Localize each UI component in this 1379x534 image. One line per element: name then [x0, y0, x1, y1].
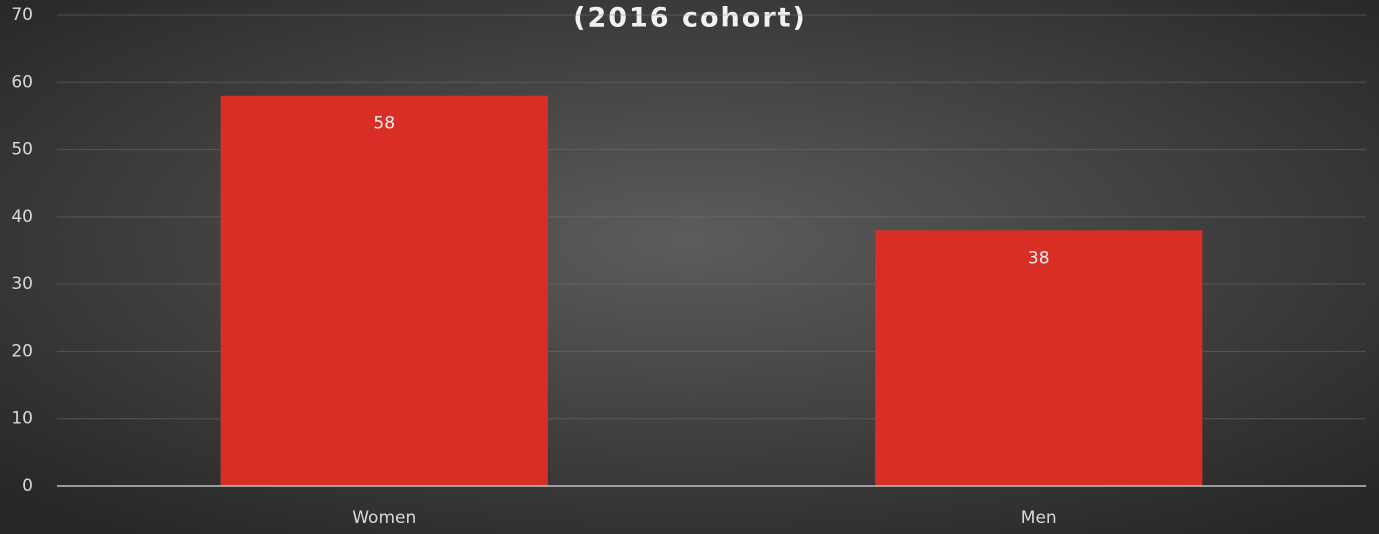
bar	[220, 95, 548, 486]
x-tick-label: Women	[352, 508, 416, 528]
x-tick-label: Men	[1021, 508, 1057, 528]
bar	[875, 230, 1203, 486]
y-tick-label: 0	[22, 476, 33, 496]
y-tick-label: 20	[11, 341, 33, 361]
y-tick-label: 10	[11, 409, 33, 429]
data-label: 58	[373, 114, 395, 134]
y-tick-label: 70	[11, 5, 33, 25]
y-tick-label: 30	[11, 274, 33, 294]
y-tick-label: 60	[11, 72, 33, 92]
data-label: 38	[1028, 248, 1050, 268]
chart-title: (2016 cohort)	[573, 3, 807, 34]
y-tick-label: 50	[11, 140, 33, 160]
y-tick-label: 40	[11, 207, 33, 227]
